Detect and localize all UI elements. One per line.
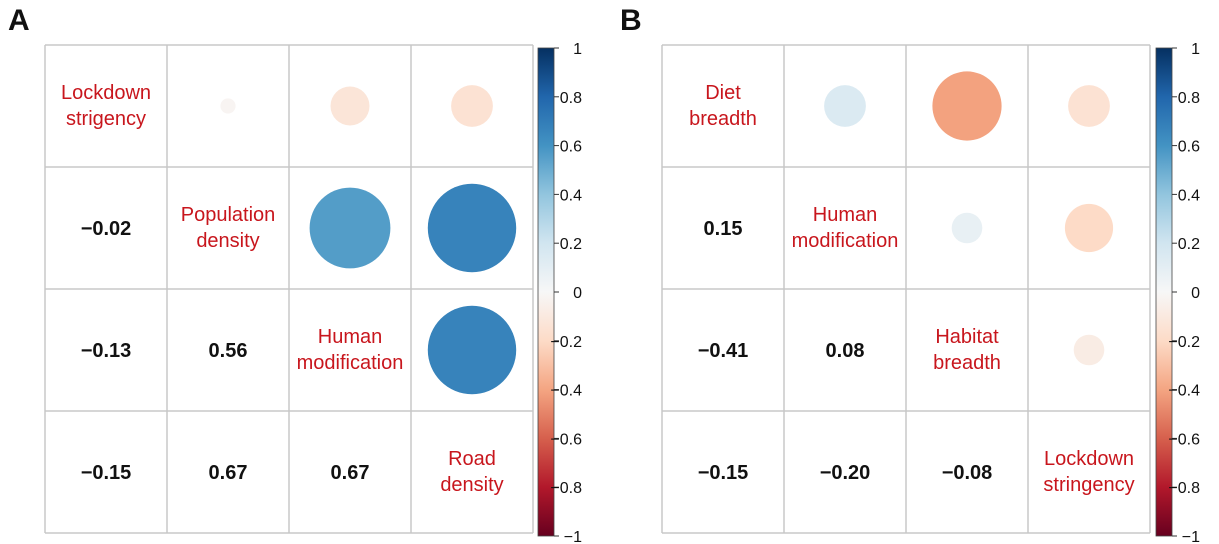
correlation-coefficient: −0.13 [81,340,132,362]
colorbar-tick-label: −0.2 [1168,334,1200,351]
correlation-coefficient: −0.41 [698,340,749,362]
variable-label: Lockdown stringency [1043,448,1134,496]
variable-label-line: Diet [705,82,741,104]
colorbar-tick-label: 0 [1191,285,1200,302]
colorbar-tick-label: 0.2 [1178,236,1200,253]
correlation-circle [330,86,370,126]
colorbar-tick-label: −1 [564,529,582,544]
correlation-circle [824,85,866,127]
correlation-coefficient: −0.08 [942,462,993,484]
correlation-coefficient: −0.20 [820,462,871,484]
colorbar-tick-label: −0.6 [550,431,582,448]
colorbar-tick-label: −1 [1182,529,1200,544]
correlation-circle [932,71,1002,141]
correlation-coefficient: 0.56 [209,340,248,362]
correlation-coefficient: 0.67 [331,462,370,484]
correlation-circle [1073,334,1105,366]
correlation-coefficient: 0.15 [704,218,743,240]
correlation-circle [427,183,517,273]
variable-label-line: stringency [1043,474,1134,496]
colorbar-tick-label: 0.2 [560,236,582,253]
correlation-circle [1068,85,1110,127]
colorbar-tick-label: 0.8 [560,90,582,107]
variable-label-line: strigency [66,108,146,130]
variable-label-line: Habitat [935,326,999,348]
variable-label: Diet breadth [689,82,757,130]
correlation-coefficient: −0.15 [698,462,749,484]
panel-letter-a: A [8,4,30,37]
variable-label: Lockdown strigency [61,82,151,130]
variable-label: Habitat breadth [933,326,1001,374]
variable-label-line: breadth [933,352,1001,374]
variable-label-line: Human [813,204,877,226]
variable-label-line: modification [792,230,899,252]
colorbar-tick-label: 0.8 [1178,90,1200,107]
variable-label: Population density [181,204,276,252]
colorbar-tick-label: −0.8 [550,480,582,497]
correlation-circle [951,212,983,244]
correlation-coefficient: −0.02 [81,218,132,240]
variable-label: Human modification [297,326,404,374]
correlation-coefficient: 0.08 [826,340,865,362]
colorbar-tick-label: 0.6 [1178,139,1200,156]
correlation-circle [309,187,391,269]
variable-label-line: Lockdown [1044,448,1134,470]
colorbar-tick-label: 0.4 [560,187,582,204]
variable-label-line: density [440,474,503,496]
variable-label-line: Road [448,448,496,470]
variable-label-line: breadth [689,108,757,130]
correlation-circle [1064,203,1114,253]
colorbar-tick-label: −0.8 [1168,480,1200,497]
variable-label-line: Population [181,204,276,226]
correlation-coefficient: 0.67 [209,462,248,484]
correlation-coefficient: −0.15 [81,462,132,484]
panel-letter-b: B [620,4,642,37]
colorbar-tick-label: −0.6 [1168,431,1200,448]
colorbar [1155,47,1173,537]
colorbar-tick-label: 0.4 [1178,187,1200,204]
variable-label-line: Human [318,326,382,348]
variable-label-line: modification [297,352,404,374]
colorbar-tick-label: 0 [573,285,582,302]
correlation-circle [220,98,236,114]
colorbar-tick-label: 1 [1191,41,1200,58]
colorbar-tick-label: −0.4 [1168,383,1200,400]
colorbar-tick-label: 1 [573,41,582,58]
colorbar-tick-label: −0.2 [550,334,582,351]
variable-label: Human modification [792,204,899,252]
variable-label-line: Lockdown [61,82,151,104]
corrplot-panel-a: Lockdown strigency −0.02 Population density −… [44,41,582,544]
colorbar-tick-label: 0.6 [560,139,582,156]
variable-label-line: density [196,230,259,252]
colorbar-tick-label: −0.4 [550,383,582,400]
correlation-circle [451,85,493,127]
variable-label: Road density [440,448,503,496]
correlation-circle [427,305,517,395]
colorbar [537,47,555,537]
